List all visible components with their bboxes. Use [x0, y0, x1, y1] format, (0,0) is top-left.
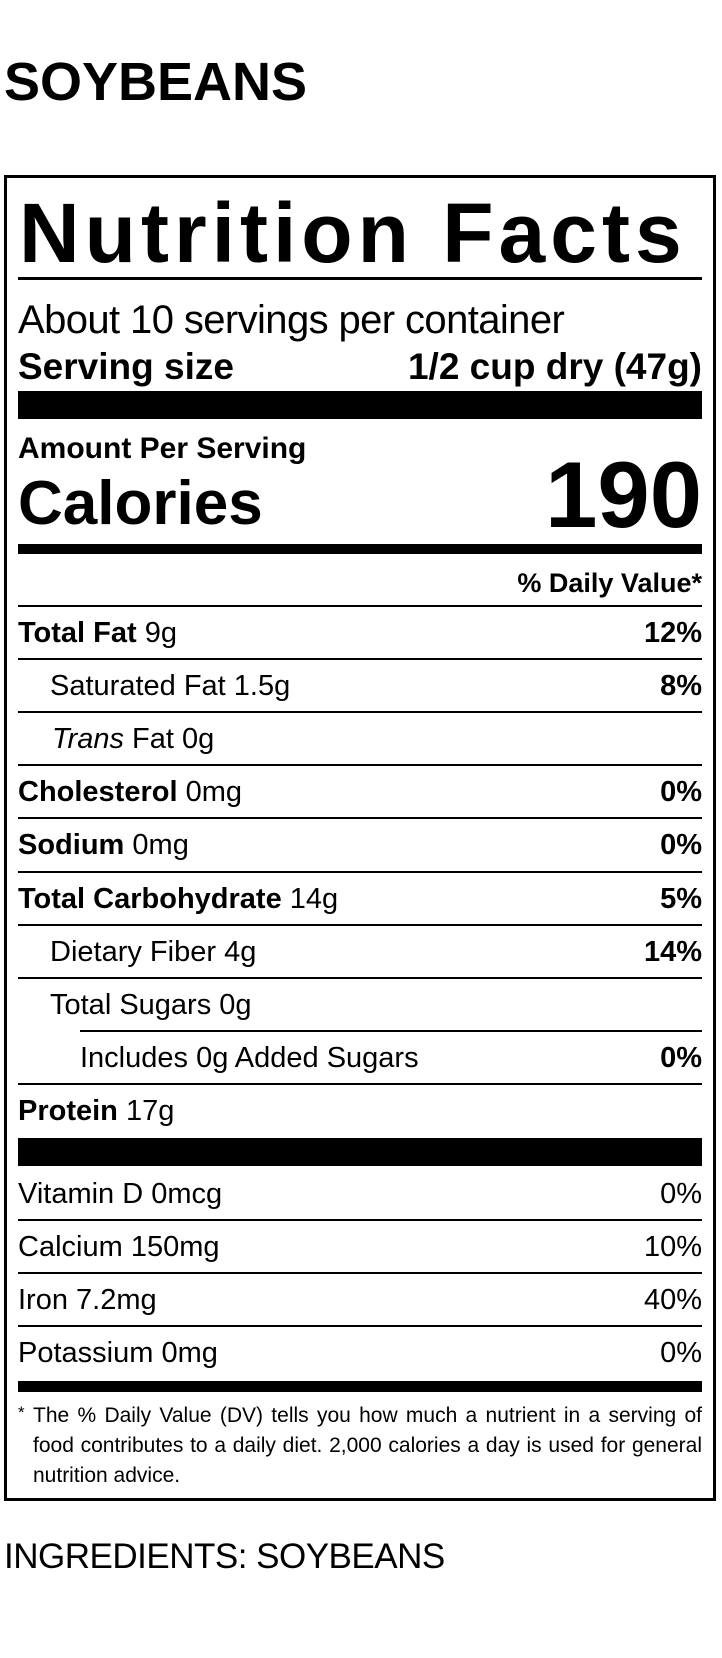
nutrient-row-added-sugars: Includes 0g Added Sugars 0% [18, 1044, 702, 1084]
divider [18, 605, 702, 607]
nutrient-name: Trans [52, 723, 124, 755]
nutrient-row-dietary-fiber: Dietary Fiber 4g 14% [18, 938, 702, 978]
divider [18, 1083, 702, 1085]
thick-divider [18, 1138, 702, 1166]
nutrient-amount: 14g [289, 883, 339, 915]
nutrient-amount: 4g [224, 936, 257, 968]
nutrient-name: Dietary Fiber [50, 936, 216, 968]
nutrient-dv: 0% [660, 829, 702, 861]
divider [18, 977, 702, 979]
ingredients: INGREDIENTS: SOYBEANS [4, 1537, 445, 1576]
vitamin-name: Vitamin D [18, 1178, 144, 1210]
nutrition-facts-title: Nutrition Facts [19, 186, 687, 280]
calories-value: 190 [545, 442, 702, 547]
vitamin-amount: 7.2mg [76, 1284, 157, 1316]
divider [18, 277, 702, 280]
calories-label: Calories [18, 469, 263, 538]
nutrient-amount: 9g [144, 617, 178, 649]
vitamin-name: Iron [18, 1284, 68, 1316]
nutrient-name: Protein [18, 1095, 118, 1127]
nutrient-name: Cholesterol [18, 776, 178, 808]
vitamin-dv: 0% [660, 1337, 702, 1369]
vitamin-row-vitamin-d: Vitamin D 0mcg 0% [18, 1180, 702, 1220]
nutrient-row-saturated-fat: Saturated Fat 1.5g 8% [18, 672, 702, 712]
nutrient-amount: 0g [182, 723, 215, 755]
divider [18, 711, 702, 713]
divider [18, 817, 702, 819]
nutrient-row-total-carbohydrate: Total Carbohydrate 14g 5% [18, 885, 702, 925]
serving-size-label: Serving size [18, 346, 234, 387]
nutrient-name: Saturated Fat [50, 670, 226, 702]
vitamin-amount: 150mg [130, 1231, 220, 1263]
nutrient-amount: 0mg [185, 776, 243, 808]
nutrient-row-protein: Protein 17g [18, 1097, 702, 1137]
vitamin-amount: 0mg [161, 1337, 218, 1369]
nutrient-dv: 5% [660, 883, 702, 915]
nutrient-row-cholesterol: Cholesterol 0mg 0% [18, 778, 702, 818]
serving-size-value: 1/2 cup dry (47g) [407, 346, 702, 387]
vitamin-row-iron: Iron 7.2mg 40% [18, 1286, 702, 1326]
divider [18, 658, 702, 660]
indented-divider [80, 1030, 702, 1032]
footnote: * The % Daily Value (DV) tells you how m… [18, 1401, 702, 1491]
nutrient-name: Total Carbohydrate [18, 883, 282, 915]
nutrient-name: Total Sugars [50, 989, 212, 1021]
divider [18, 924, 702, 926]
nutrient-row-sodium: Sodium 0mg 0% [18, 831, 702, 871]
nutrient-dv: 8% [660, 670, 702, 702]
nutrient-dv: 12% [643, 617, 702, 649]
vitamin-dv: 0% [660, 1178, 702, 1210]
divider [18, 871, 702, 873]
divider [18, 1219, 702, 1221]
vitamin-name: Potassium [18, 1337, 154, 1369]
nutrient-row-total-fat: Total Fat 9g 12% [18, 619, 702, 659]
medium-divider [18, 544, 702, 554]
nutrition-facts-panel [4, 175, 716, 1501]
amount-per-serving: Amount Per Serving [18, 432, 307, 465]
nutrient-amount: 0mg [132, 829, 189, 861]
footnote-marker: * [18, 1403, 25, 1422]
vitamin-row-calcium: Calcium 150mg 10% [18, 1233, 702, 1273]
medium-divider [18, 1381, 702, 1392]
vitamin-amount: 0mcg [151, 1178, 223, 1210]
nutrient-amount: 1.5g [233, 670, 291, 702]
vitamin-name: Calcium [18, 1231, 123, 1263]
footnote-text: The % Daily Value (DV) tells you how muc… [33, 1404, 702, 1487]
nutrient-dv: 0% [660, 1042, 702, 1074]
divider [18, 1272, 702, 1274]
nutrient-name-suffix: Fat [132, 723, 174, 755]
nutrient-name: Total Fat [18, 617, 137, 649]
product-name: SOYBEANS [4, 52, 308, 112]
vitamin-dv: 40% [643, 1284, 702, 1316]
divider [18, 764, 702, 766]
nutrient-row-trans-fat: Trans Fat 0g [18, 725, 702, 765]
nutrient-row-total-sugars: Total Sugars 0g [18, 991, 702, 1031]
vitamin-dv: 10% [643, 1231, 702, 1263]
thick-divider [18, 391, 702, 419]
nutrient-name: Includes 0g Added Sugars [80, 1042, 419, 1074]
nutrient-amount: 0g [219, 989, 252, 1021]
divider [18, 1325, 702, 1327]
nutrient-dv: 0% [660, 776, 702, 808]
nutrient-amount: 17g [125, 1095, 175, 1127]
vitamin-row-potassium: Potassium 0mg 0% [18, 1339, 702, 1379]
servings-per-container: About 10 servings per container [18, 298, 565, 342]
daily-value-header: % Daily Value* [517, 568, 702, 598]
nutrient-name: Sodium [18, 829, 125, 861]
nutrient-dv: 14% [643, 936, 702, 968]
